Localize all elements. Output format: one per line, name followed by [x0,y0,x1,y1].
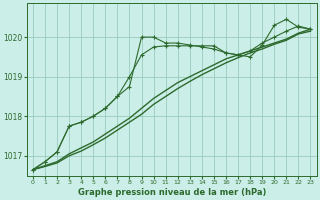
X-axis label: Graphe pression niveau de la mer (hPa): Graphe pression niveau de la mer (hPa) [77,188,266,197]
